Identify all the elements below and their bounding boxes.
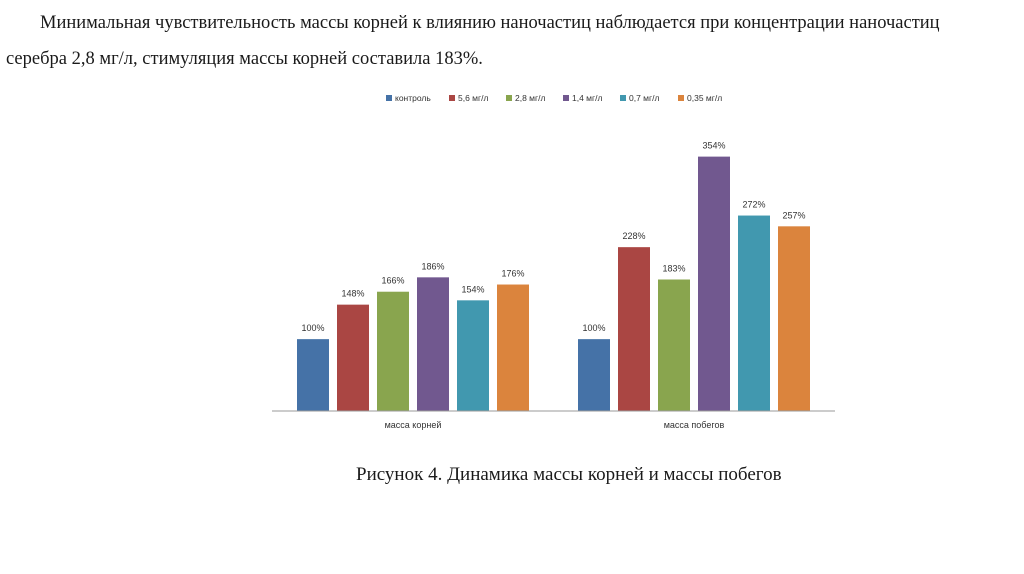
x-tick-label: масса корней: [385, 420, 442, 430]
bar-shoots-5: [778, 226, 810, 411]
legend-swatch: [678, 95, 684, 101]
data-label: 257%: [782, 210, 805, 220]
x-tick-label: масса побегов: [664, 420, 725, 430]
data-label: 100%: [301, 323, 324, 333]
bar-roots-2: [377, 291, 409, 411]
data-label: 186%: [421, 261, 444, 271]
bar-roots-5: [497, 284, 529, 411]
bar-roots-0: [297, 339, 329, 411]
data-label: 154%: [461, 284, 484, 294]
data-label: 100%: [582, 323, 605, 333]
data-label: 183%: [662, 263, 685, 273]
intro-line-1: Минимальная чувствительность массы корне…: [40, 13, 940, 33]
chart-bars: [297, 156, 810, 411]
figure-caption: Рисунок 4. Динамика массы корней и массы…: [356, 464, 782, 485]
data-label: 176%: [501, 269, 524, 279]
bar-shoots-4: [738, 215, 770, 411]
data-label: 228%: [622, 231, 645, 241]
data-label: 166%: [381, 276, 404, 286]
legend-label: контроль: [395, 93, 431, 103]
x-axis-tick-labels: масса корней масса побегов: [385, 420, 725, 430]
data-label: 272%: [742, 200, 765, 210]
legend-label: 0,35 мг/л: [687, 93, 722, 103]
bar-shoots-2: [658, 279, 690, 411]
legend-label: 1,4 мг/л: [572, 93, 602, 103]
legend-swatch: [386, 95, 392, 101]
legend-swatch: [620, 95, 626, 101]
bar-shoots-0: [578, 339, 610, 411]
intro-line-2: серебра 2,8 мг/л, стимуляция массы корне…: [6, 49, 483, 69]
legend-label: 0,7 мг/л: [629, 93, 659, 103]
legend-swatch: [506, 95, 512, 101]
legend-label: 2,8 мг/л: [515, 93, 545, 103]
legend-label: 5,6 мг/л: [458, 93, 488, 103]
bar-shoots-1: [618, 247, 650, 411]
chart-legend: контроль 5,6 мг/л 2,8 мг/л 1,4 мг/л 0,7 мг/л…: [386, 93, 722, 103]
legend-swatch: [563, 95, 569, 101]
legend-swatch: [449, 95, 455, 101]
bar-shoots-3: [698, 156, 730, 411]
data-label: 148%: [341, 289, 364, 299]
bar-roots-4: [457, 300, 489, 411]
bar-roots-3: [417, 277, 449, 411]
chart-data-labels: 100% 100% 148% 228% 166% 183% 186% 354% 154% 272%…: [301, 141, 805, 334]
bar-roots-1: [337, 304, 369, 411]
data-label: 354%: [702, 141, 725, 151]
